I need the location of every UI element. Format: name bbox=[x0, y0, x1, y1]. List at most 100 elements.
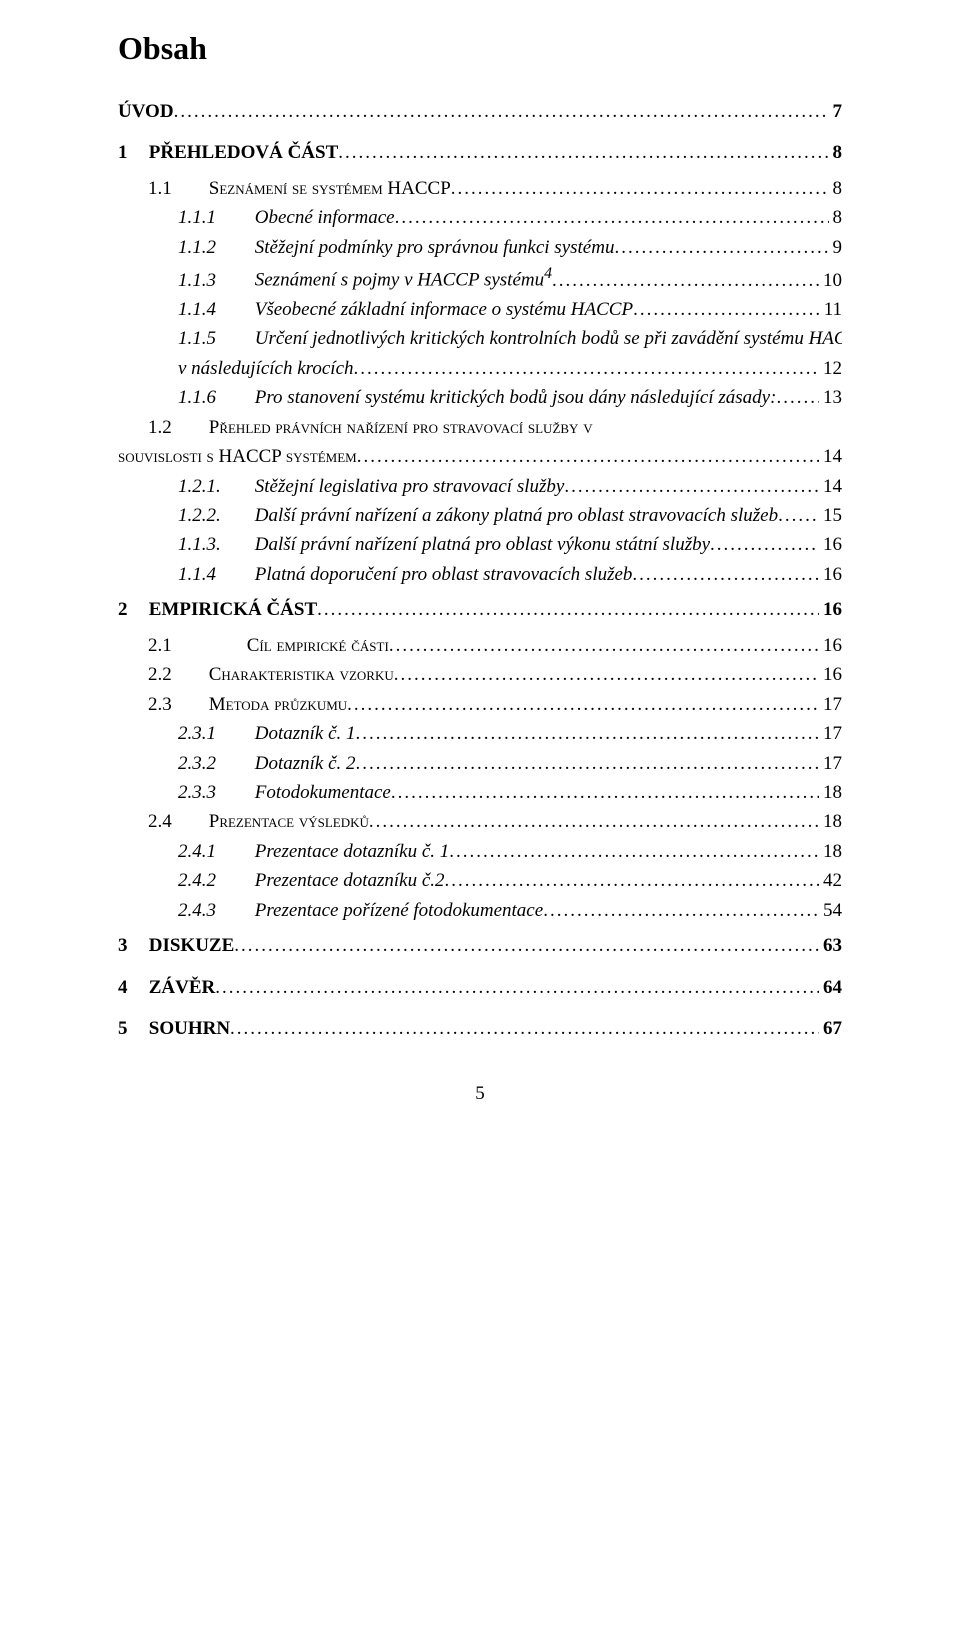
toc-entry-number: 2.4.3 bbox=[178, 896, 250, 925]
toc-leader-dots bbox=[395, 203, 829, 232]
toc-entry-number: 1.1.4 bbox=[178, 560, 250, 589]
toc-entry-label: 2.1 Cíl empirické části bbox=[148, 631, 389, 660]
toc-entry-page: 18 bbox=[819, 807, 842, 836]
toc-entry: 2.3.3 Fotodokumentace 18 bbox=[118, 778, 842, 807]
toc-entry: 1.2 Přehled právních nařízení pro stravo… bbox=[118, 413, 842, 442]
toc-entry: 2.4.3 Prezentace pořízené fotodokumentac… bbox=[118, 896, 842, 925]
toc-entry-text: Prezentace dotazníku č.2 bbox=[255, 870, 445, 891]
toc-entry-text: Prezentace výsledků bbox=[209, 811, 369, 832]
toc-entry-page: 17 bbox=[819, 719, 842, 748]
toc-entry-number: 1.1.2 bbox=[178, 233, 250, 262]
toc-entry-label: 1.1.1 Obecné informace bbox=[178, 203, 395, 232]
toc-leader-dots bbox=[564, 472, 819, 501]
toc-entry-text: Stěžejní legislativa pro stravovací služ… bbox=[255, 476, 565, 497]
toc-entry-number: 5 bbox=[118, 1014, 144, 1043]
toc-entry-label: 2.3.3 Fotodokumentace bbox=[178, 778, 391, 807]
toc-entry: 1.1.4 Všeobecné základní informace o sys… bbox=[118, 295, 842, 324]
toc-leader-dots bbox=[356, 719, 819, 748]
toc-entry-number: 4 bbox=[118, 973, 144, 1002]
toc-leader-dots bbox=[174, 97, 829, 126]
toc-entry: 1.1.3 Seznámení s pojmy v HACCP systému4… bbox=[118, 262, 842, 295]
toc-leader-dots bbox=[633, 295, 820, 324]
toc-entry-text: v následujících krocích bbox=[178, 354, 354, 383]
toc-title: Obsah bbox=[118, 30, 842, 67]
toc-entry-number: 2.4.2 bbox=[178, 866, 250, 895]
toc-entry-number: 1.1 bbox=[148, 174, 204, 203]
toc-leader-dots bbox=[317, 595, 819, 624]
toc-leader-dots bbox=[356, 749, 819, 778]
toc-leader-dots bbox=[347, 690, 819, 719]
toc-entry-label: 2.3.1 Dotazník č. 1 bbox=[178, 719, 356, 748]
toc-entry-text: Další právní nařízení platná pro oblast … bbox=[255, 534, 710, 555]
toc-entry-label: 1.2 Přehled právních nařízení pro stravo… bbox=[148, 413, 593, 442]
toc-entry-page: 54 bbox=[819, 896, 842, 925]
toc-entry-label: 1.1 Seznámení se systémem HACCP bbox=[148, 174, 451, 203]
toc-entry-text: Všeobecné základní informace o systému H… bbox=[255, 299, 633, 320]
toc-entry-text: PŘEHLEDOVÁ ČÁST bbox=[149, 142, 339, 163]
toc-leader-dots bbox=[338, 138, 828, 167]
toc-entry-label: 2.4.3 Prezentace pořízené fotodokumentac… bbox=[178, 896, 543, 925]
toc-entry-number: 2 bbox=[118, 595, 144, 624]
toc-entry-text: Fotodokumentace bbox=[255, 782, 391, 803]
toc-entry-page: 12 bbox=[819, 354, 842, 383]
toc-entry-page: 8 bbox=[829, 138, 843, 167]
toc-entry-text: SOUHRN bbox=[149, 1018, 230, 1039]
toc-leader-dots bbox=[449, 837, 819, 866]
toc-entry-label: 1.1.3. Další právní nařízení platná pro … bbox=[178, 530, 710, 559]
toc-entry: 1.1.6 Pro stanovení systému kritických b… bbox=[118, 383, 842, 412]
toc-leader-dots bbox=[230, 1014, 819, 1043]
toc-entry-text: DISKUZE bbox=[149, 935, 235, 956]
toc-entry-page: 11 bbox=[820, 295, 842, 324]
toc-entry-number: 1.1.3 bbox=[178, 266, 250, 295]
toc-entry-number: 2.4.1 bbox=[178, 837, 250, 866]
toc-entry-page: 67 bbox=[819, 1014, 842, 1043]
toc-entry-number: 1.1.1 bbox=[178, 203, 250, 232]
toc-entry: 2.3 Metoda průzkumu 17 bbox=[118, 690, 842, 719]
toc-entry-number: 1.1.4 bbox=[178, 295, 250, 324]
toc-entry: 3 DISKUZE 63 bbox=[118, 931, 842, 960]
toc-entry: 1.1.1 Obecné informace 8 bbox=[118, 203, 842, 232]
toc-entry: 1.1.3. Další právní nařízení platná pro … bbox=[118, 530, 842, 559]
toc-entry-number: 2.3.1 bbox=[178, 719, 250, 748]
toc-leader-dots bbox=[215, 973, 819, 1002]
toc-entry: 5 SOUHRN 67 bbox=[118, 1014, 842, 1043]
toc-leader-dots bbox=[357, 442, 819, 471]
toc-entry-label: 1.1.3 Seznámení s pojmy v HACCP systému4 bbox=[178, 262, 552, 295]
toc-entry-number: 3 bbox=[118, 931, 144, 960]
toc-leader-dots bbox=[710, 530, 819, 559]
toc-entry: 1.1.2 Stěžejní podmínky pro správnou fun… bbox=[118, 233, 842, 262]
toc-leader-dots bbox=[394, 660, 819, 689]
toc-entry-label: ÚVOD bbox=[118, 97, 174, 126]
toc-entry-text: Pro stanovení systému kritických bodů js… bbox=[255, 387, 777, 408]
toc-entry-label: 2.3.2 Dotazník č. 2 bbox=[178, 749, 356, 778]
toc-entry-label: 2.2 Charakteristika vzorku bbox=[148, 660, 394, 689]
toc-entry-label: 1.1.5 Určení jednotlivých kritických kon… bbox=[178, 324, 842, 353]
toc-entry-page: 16 bbox=[819, 595, 842, 624]
toc-entry: 2.4.1 Prezentace dotazníku č. 1 18 bbox=[118, 837, 842, 866]
toc-leader-dots bbox=[369, 807, 819, 836]
toc-entry-label: 2 EMPIRICKÁ ČÁST bbox=[118, 595, 317, 624]
toc-leader-dots bbox=[391, 778, 819, 807]
toc-leader-dots bbox=[552, 266, 819, 295]
toc-entry-page: 13 bbox=[819, 383, 842, 412]
toc-entry-page: 17 bbox=[819, 690, 842, 719]
toc-entry-text: Obecné informace bbox=[255, 207, 395, 228]
toc-entry-number: 2.3 bbox=[148, 690, 204, 719]
toc-entry-continuation: souvislosti s HACCP systémem 14 bbox=[118, 442, 842, 471]
toc-entry-label: 2.3 Metoda průzkumu bbox=[148, 690, 347, 719]
toc-entry-text: Prezentace pořízené fotodokumentace bbox=[255, 900, 543, 921]
toc-entry-text: ZÁVĚR bbox=[149, 977, 216, 998]
toc-entry-number: 2.3.3 bbox=[178, 778, 250, 807]
toc-entry-page: 10 bbox=[819, 266, 842, 295]
toc-leader-dots bbox=[614, 233, 828, 262]
toc-entry-text: Stěžejní podmínky pro správnou funkci sy… bbox=[255, 237, 615, 258]
toc-entry-label: 1.2.1. Stěžejní legislativa pro stravova… bbox=[178, 472, 564, 501]
toc-entry-number: 1.1.3. bbox=[178, 530, 250, 559]
toc-entry-number: 2.1 bbox=[148, 631, 204, 660]
toc-entry-text: Cíl empirické části bbox=[247, 635, 389, 656]
toc-entry-page: 63 bbox=[819, 931, 842, 960]
toc-entry-text: Prezentace dotazníku č. 1 bbox=[255, 841, 450, 862]
toc-entry: 2.3.1 Dotazník č. 1 17 bbox=[118, 719, 842, 748]
toc-entry-page: 64 bbox=[819, 973, 842, 1002]
toc-leader-dots bbox=[543, 896, 819, 925]
